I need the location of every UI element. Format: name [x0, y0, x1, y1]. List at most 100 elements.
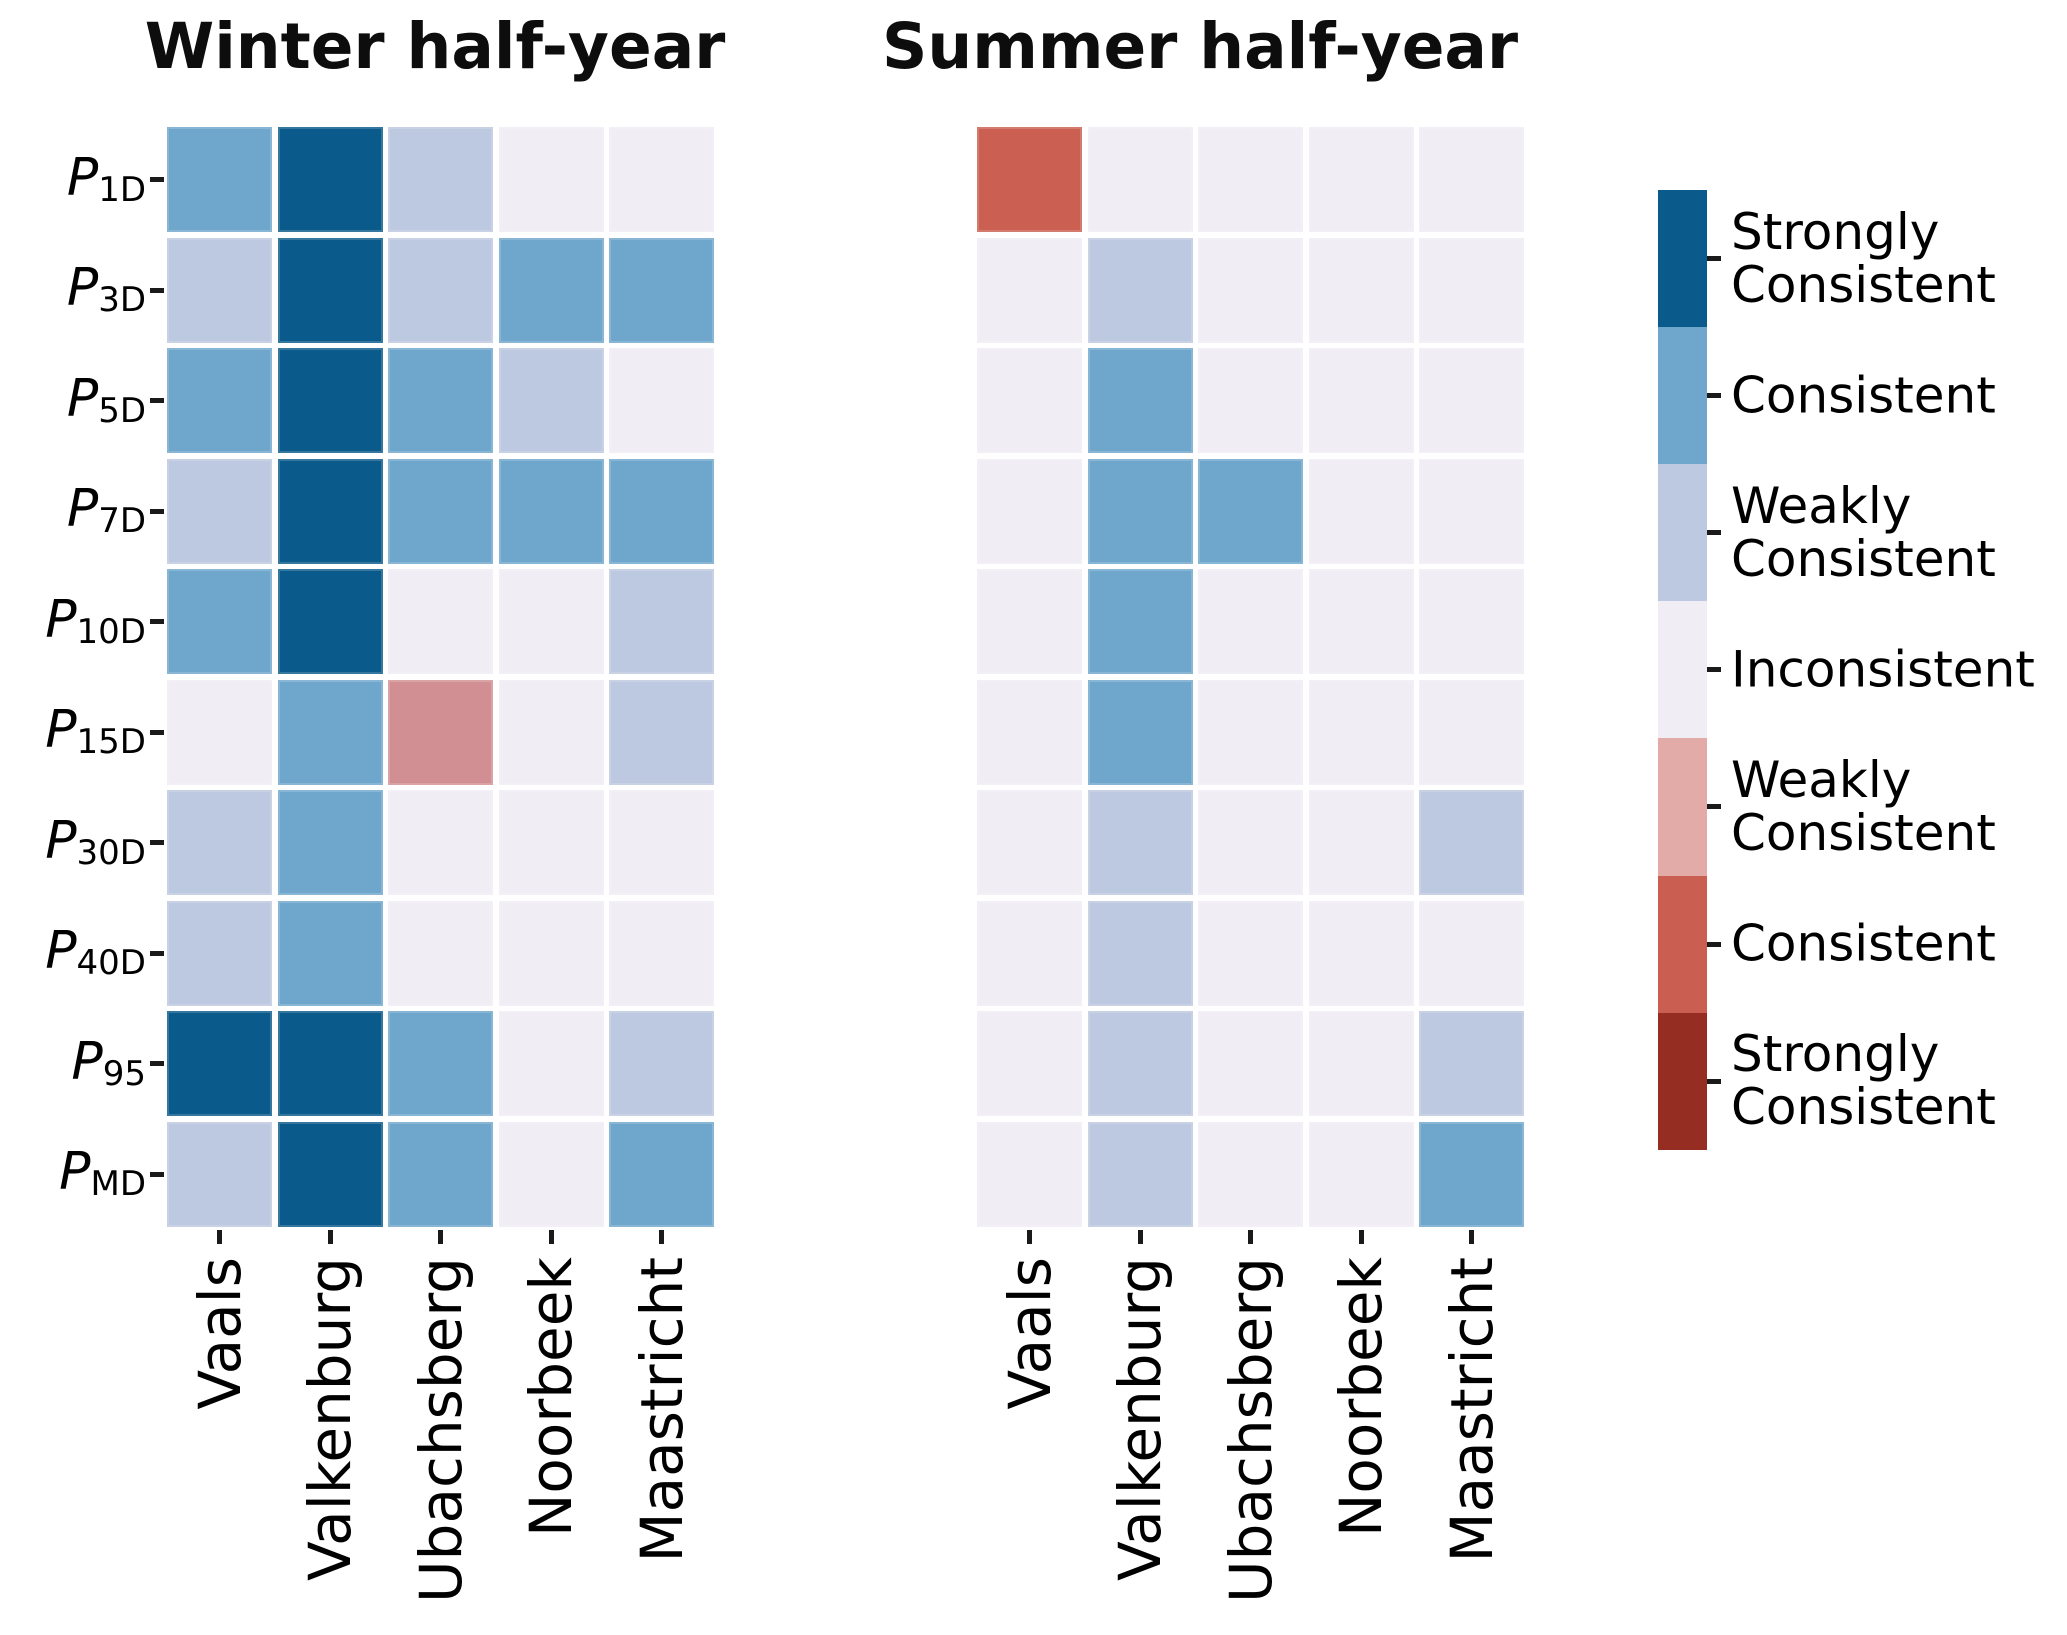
winter-cell-7D-vaals	[167, 458, 272, 564]
winter-cell-40D-noorbeek	[498, 900, 604, 1006]
colorbar-tick	[1707, 804, 1721, 810]
colorbar-tick	[1707, 941, 1721, 947]
winter-cell-3D-ubachsberg	[388, 237, 493, 343]
winter-cell-15D-maastricht	[609, 679, 714, 785]
winter-cell-10D-vaals	[167, 569, 272, 674]
winter-cell-30D-maastricht	[609, 790, 714, 895]
winter-cell-40D-ubachsberg	[388, 900, 493, 1006]
winter-cell-15D-noorbeek	[498, 679, 604, 785]
summer-cell-3D-noorbeek	[1308, 237, 1414, 343]
summer-cell-95-maastricht	[1419, 1011, 1524, 1116]
winter-cell-3D-vaals	[167, 237, 272, 343]
summer-cell-30D-valkenburg	[1087, 790, 1193, 895]
winter-cell-5D-valkenburg	[277, 348, 383, 453]
row-label-base: P	[66, 368, 99, 429]
summer-cell-7D-noorbeek	[1308, 458, 1414, 564]
x-label-maastricht: Maastricht	[627, 1256, 696, 1562]
summer-cell-10D-maastricht	[1419, 569, 1524, 674]
summer-cell-10D-noorbeek	[1308, 569, 1414, 674]
summer-cell-10D-ubachsberg	[1198, 569, 1303, 674]
row-label-base: P	[45, 920, 77, 981]
row-label-subscript: 3D	[98, 279, 146, 320]
y-tick	[150, 1171, 164, 1177]
row-label-MD: PMD	[4, 1142, 146, 1204]
y-tick	[150, 619, 164, 624]
summer-cell-95-ubachsberg	[1198, 1011, 1303, 1116]
summer-cell-5D-maastricht	[1419, 348, 1524, 453]
summer-cell-10D-vaals	[977, 569, 1082, 674]
winter-cell-1D-vaals	[167, 127, 272, 232]
colorbar-segment-3	[1658, 601, 1707, 739]
winter-cell-5D-maastricht	[609, 348, 714, 453]
y-tick	[150, 729, 164, 735]
row-label-5D: P5D	[4, 368, 146, 430]
x-label-valkenburg: Valkenburg	[1106, 1256, 1174, 1581]
row-label-subscript: 5D	[98, 390, 146, 431]
x-tick	[1469, 1229, 1474, 1244]
x-tick	[438, 1229, 443, 1244]
summer-cell-30D-vaals	[977, 790, 1082, 895]
summer-cell-3D-ubachsberg	[1198, 237, 1303, 343]
summer-cell-3D-valkenburg	[1087, 237, 1193, 343]
winter-panel-title: Winter half-year	[144, 10, 726, 83]
summer-cell-3D-vaals	[977, 237, 1082, 343]
row-label-base: P	[66, 147, 99, 208]
winter-cell-95-ubachsberg	[388, 1011, 493, 1116]
x-tick	[1358, 1229, 1364, 1244]
y-tick	[150, 840, 164, 845]
summer-cell-30D-maastricht	[1419, 790, 1524, 895]
summer-cell-5D-ubachsberg	[1198, 348, 1303, 453]
colorbar-label-0: Strongly Consistent	[1731, 202, 1996, 314]
row-label-3D: P3D	[4, 258, 146, 320]
winter-cell-MD-noorbeek	[498, 1121, 604, 1227]
winter-cell-7D-ubachsberg	[388, 458, 493, 564]
row-label-subscript: 40D	[76, 942, 146, 983]
row-label-base: P	[71, 1031, 103, 1092]
x-tick	[217, 1229, 222, 1244]
x-label-vaals: Vaals	[995, 1256, 1064, 1410]
summer-cell-MD-vaals	[977, 1121, 1082, 1227]
row-label-95: P95	[4, 1031, 146, 1093]
summer-cell-15D-noorbeek	[1308, 679, 1414, 785]
y-tick	[150, 287, 164, 293]
summer-cell-1D-vaals	[977, 127, 1082, 232]
colorbar-segment-2	[1658, 464, 1707, 602]
row-label-subscript: MD	[90, 1163, 146, 1204]
x-label-noorbeek: Noorbeek	[1327, 1256, 1395, 1537]
x-label-ubachsberg: Ubachsberg	[406, 1256, 475, 1603]
row-label-15D: P15D	[4, 700, 146, 762]
x-label-valkenburg: Valkenburg	[296, 1256, 364, 1581]
winter-cell-MD-valkenburg	[277, 1121, 383, 1227]
summer-cell-40D-ubachsberg	[1198, 900, 1303, 1006]
summer-cell-95-valkenburg	[1087, 1011, 1193, 1116]
winter-cell-30D-ubachsberg	[388, 790, 493, 895]
row-label-subscript: 1D	[98, 169, 146, 210]
winter-cell-15D-ubachsberg	[388, 679, 493, 785]
summer-cell-95-noorbeek	[1308, 1011, 1414, 1116]
winter-cell-95-noorbeek	[498, 1011, 604, 1116]
row-label-subscript: 10D	[76, 611, 146, 652]
colorbar-tick	[1707, 530, 1721, 536]
summer-panel-title: Summer half-year	[881, 10, 1519, 83]
row-label-subscript: 95	[102, 1053, 146, 1094]
row-label-subscript: 7D	[98, 500, 146, 541]
colorbar-segment-6	[1658, 1012, 1707, 1151]
winter-cell-40D-vaals	[167, 900, 272, 1006]
winter-cell-95-vaals	[167, 1011, 272, 1116]
colorbar-tick	[1707, 393, 1721, 399]
winter-cell-1D-noorbeek	[498, 127, 604, 232]
summer-cell-40D-valkenburg	[1087, 900, 1193, 1006]
colorbar-segment-0	[1658, 190, 1707, 328]
summer-cell-5D-valkenburg	[1087, 348, 1193, 453]
row-label-base: P	[66, 257, 99, 318]
x-label-noorbeek: Noorbeek	[517, 1256, 585, 1537]
winter-cell-1D-maastricht	[609, 127, 714, 232]
colorbar-tick	[1707, 256, 1721, 262]
summer-cell-3D-maastricht	[1419, 237, 1524, 343]
row-label-base: P	[45, 699, 77, 760]
summer-cell-15D-vaals	[977, 679, 1082, 785]
colorbar-label-1: Consistent	[1731, 366, 1996, 425]
summer-cell-95-vaals	[977, 1011, 1082, 1116]
winter-cell-15D-vaals	[167, 679, 272, 785]
colorbar-label-5: Consistent	[1731, 914, 1996, 973]
